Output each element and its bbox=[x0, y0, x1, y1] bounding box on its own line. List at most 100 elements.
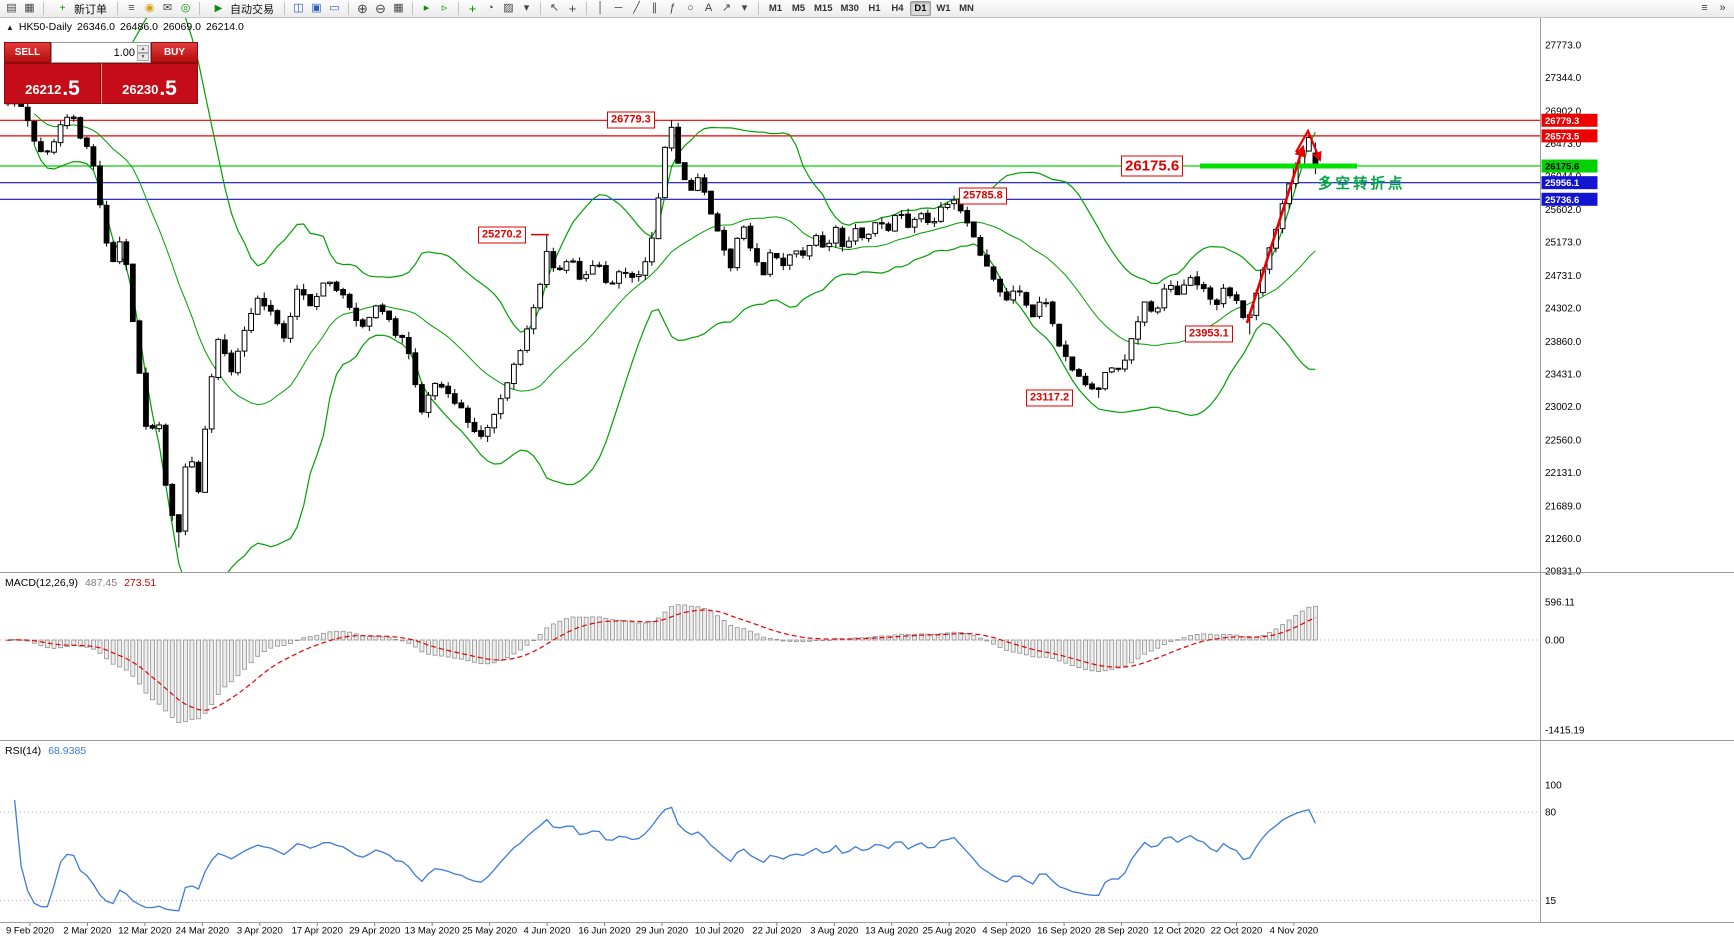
text-icon[interactable]: A bbox=[704, 2, 713, 14]
chart-shift-icon[interactable]: ▹ bbox=[441, 2, 448, 14]
date-tick: 29 Jun 2020 bbox=[636, 926, 688, 937]
price-label-26779[interactable]: 26779.3 bbox=[607, 111, 655, 129]
auto-scroll-icon[interactable]: ▸ bbox=[423, 2, 430, 14]
timeframe-mn[interactable]: MN bbox=[959, 3, 974, 14]
price-tag-label: 26175.6 bbox=[1545, 162, 1579, 173]
date-tick: 24 Mar 2020 bbox=[176, 926, 229, 937]
price-label-26175[interactable]: 26175.6 bbox=[1121, 155, 1184, 177]
date-tick: 13 Aug 2020 bbox=[865, 926, 918, 937]
price-tag-26573.5[interactable] bbox=[1541, 129, 1598, 143]
sell-price-display[interactable]: 26212.5 bbox=[4, 63, 101, 104]
buy-price-display[interactable]: 26230.5 bbox=[101, 63, 198, 104]
indicators-icon[interactable]: + bbox=[468, 1, 477, 16]
date-tick: 3 Aug 2020 bbox=[810, 926, 858, 937]
timeframe-m5[interactable]: M5 bbox=[791, 3, 806, 14]
toolbar-overflow-icon[interactable]: » bbox=[1719, 2, 1726, 14]
grid-icon[interactable]: ▦ bbox=[393, 2, 404, 14]
buy-button[interactable]: BUY bbox=[151, 42, 198, 63]
date-tick: 16 Jun 2020 bbox=[578, 926, 630, 937]
price-tick: 23431.0 bbox=[1545, 369, 1582, 380]
one-click-collapse-icon[interactable]: ▲ bbox=[6, 22, 14, 32]
stepper-down-icon[interactable]: ▼ bbox=[137, 52, 149, 61]
buy-price-main: 26230 bbox=[122, 82, 159, 98]
price-tag-26779.3[interactable] bbox=[1541, 113, 1598, 127]
toolbar-separator bbox=[540, 2, 541, 15]
volume-stepper[interactable]: ▲ ▼ bbox=[137, 44, 149, 61]
history-icon[interactable]: ◎ bbox=[180, 2, 191, 14]
zoom-out-icon[interactable]: ⊖ bbox=[375, 1, 386, 16]
mail-icon[interactable]: ✉ bbox=[162, 2, 173, 14]
crosshair-icon[interactable]: + bbox=[568, 1, 577, 16]
horizontal-line-icon[interactable]: ─ bbox=[614, 2, 623, 14]
new-order-icon: + bbox=[59, 2, 66, 14]
price-tick: 23860.0 bbox=[1545, 337, 1582, 348]
trendline-icon[interactable]: ╱ bbox=[633, 2, 640, 14]
tile-windows-icon[interactable]: ◫ bbox=[293, 2, 304, 14]
templates-dropdown-icon[interactable]: ▾ bbox=[523, 2, 530, 14]
toolbar-separator bbox=[348, 2, 349, 15]
date-tick: 16 Sep 2020 bbox=[1037, 926, 1091, 937]
rsi-axis-value: 100 bbox=[1545, 781, 1562, 792]
toolbar-separator bbox=[458, 2, 459, 15]
cursor-icon[interactable]: ↖ bbox=[549, 2, 560, 14]
price-tag-26175.6[interactable] bbox=[1541, 159, 1598, 173]
profiles-icon[interactable]: ▦ bbox=[24, 2, 35, 14]
trend-arrow-annotations[interactable] bbox=[531, 128, 1322, 324]
cascade-windows-icon[interactable]: ▣ bbox=[311, 2, 322, 14]
toolbar: ▤ ▦ + 新订单 ≡ ◉ ✉ ◎ ▶ 自动交易 ◫ ▣ ▭ ⊕ ⊖ ▦ ▸ ▹ +… bbox=[0, 0, 1734, 18]
date-tick: 22 Oct 2020 bbox=[1211, 926, 1263, 937]
coin-icon[interactable]: ◉ bbox=[144, 2, 155, 14]
date-tick: 4 Sep 2020 bbox=[982, 926, 1031, 937]
date-tick: 4 Jun 2020 bbox=[524, 926, 571, 937]
macd-signal-value: 273.51 bbox=[124, 577, 157, 589]
vertical-line-icon[interactable]: │ bbox=[597, 2, 604, 14]
market-watch-icon[interactable]: ≡ bbox=[128, 2, 135, 14]
stepper-up-icon[interactable]: ▲ bbox=[137, 44, 149, 53]
date-tick: 17 Apr 2020 bbox=[292, 926, 343, 937]
arrows-dropdown-icon[interactable]: ▾ bbox=[741, 2, 748, 14]
annotation-turning-point[interactable]: 多空转折点 bbox=[1318, 176, 1406, 193]
timeframe-w1[interactable]: W1 bbox=[936, 3, 951, 14]
price-tag-25956.1[interactable] bbox=[1541, 176, 1598, 190]
sell-button[interactable]: SELL bbox=[4, 42, 51, 63]
timeframe-m30[interactable]: M30 bbox=[840, 3, 859, 14]
main-price-pane bbox=[0, 18, 1540, 572]
timeframe-d1[interactable]: D1 bbox=[909, 1, 931, 16]
horizontal-level-lines[interactable] bbox=[0, 119, 1540, 200]
price-label-23953[interactable]: 23953.1 bbox=[1185, 325, 1233, 343]
templates-icon[interactable]: ▨ bbox=[503, 2, 514, 14]
timeframe-m1[interactable]: M1 bbox=[768, 3, 783, 14]
ohlc-low: 26069.0 bbox=[162, 21, 201, 33]
pullback-arrow[interactable] bbox=[1295, 128, 1322, 162]
macd-pane bbox=[0, 604, 1540, 724]
restore-window-icon[interactable]: ▭ bbox=[329, 2, 340, 14]
toolbar-menu-icon[interactable]: ≡ bbox=[1701, 2, 1708, 14]
timeframe-h4[interactable]: H4 bbox=[891, 3, 904, 14]
price-label-25785[interactable]: 25785.8 bbox=[959, 187, 1007, 205]
timeframe-h1[interactable]: H1 bbox=[868, 3, 881, 14]
price-label-25270[interactable]: 25270.2 bbox=[478, 226, 526, 244]
zoom-in-icon[interactable]: ⊕ bbox=[357, 1, 368, 16]
periods-icon[interactable]: ◔ bbox=[487, 2, 494, 14]
channel-icon[interactable]: ∥ bbox=[651, 2, 658, 14]
fibonacci-icon[interactable]: ƒ bbox=[669, 2, 676, 14]
price-tag-25736.6[interactable] bbox=[1541, 192, 1598, 206]
date-tick: 29 Apr 2020 bbox=[349, 926, 400, 937]
rsi-label: RSI(14) 68.9385 bbox=[5, 745, 86, 757]
new-chart-icon[interactable]: ▤ bbox=[6, 2, 17, 14]
one-click-trading-panel: SELL 1.00 ▲ ▼ BUY 26212.5 26230.5 bbox=[4, 42, 198, 104]
new-order-button[interactable]: + 新订单 bbox=[49, 1, 112, 17]
price-tick: 23002.0 bbox=[1545, 402, 1582, 413]
date-tick: 13 May 2020 bbox=[405, 926, 460, 937]
timeframe-group: M1 M5 M15 M30 H1 H4 D1 W1 MN bbox=[764, 1, 978, 16]
price-label-23117[interactable]: 23117.2 bbox=[1026, 389, 1074, 407]
rally-arrow[interactable] bbox=[1245, 144, 1306, 324]
date-tick: 28 Sep 2020 bbox=[1095, 926, 1149, 937]
autotrading-label: 自动交易 bbox=[230, 3, 274, 16]
autotrading-button[interactable]: ▶ 自动交易 bbox=[205, 1, 279, 17]
volume-input[interactable]: 1.00 ▲ ▼ bbox=[51, 42, 151, 63]
timeframe-m15[interactable]: M15 bbox=[814, 3, 833, 14]
arrows-icon[interactable]: ↗ bbox=[721, 2, 732, 14]
shapes-icon[interactable]: ○ bbox=[687, 2, 694, 14]
